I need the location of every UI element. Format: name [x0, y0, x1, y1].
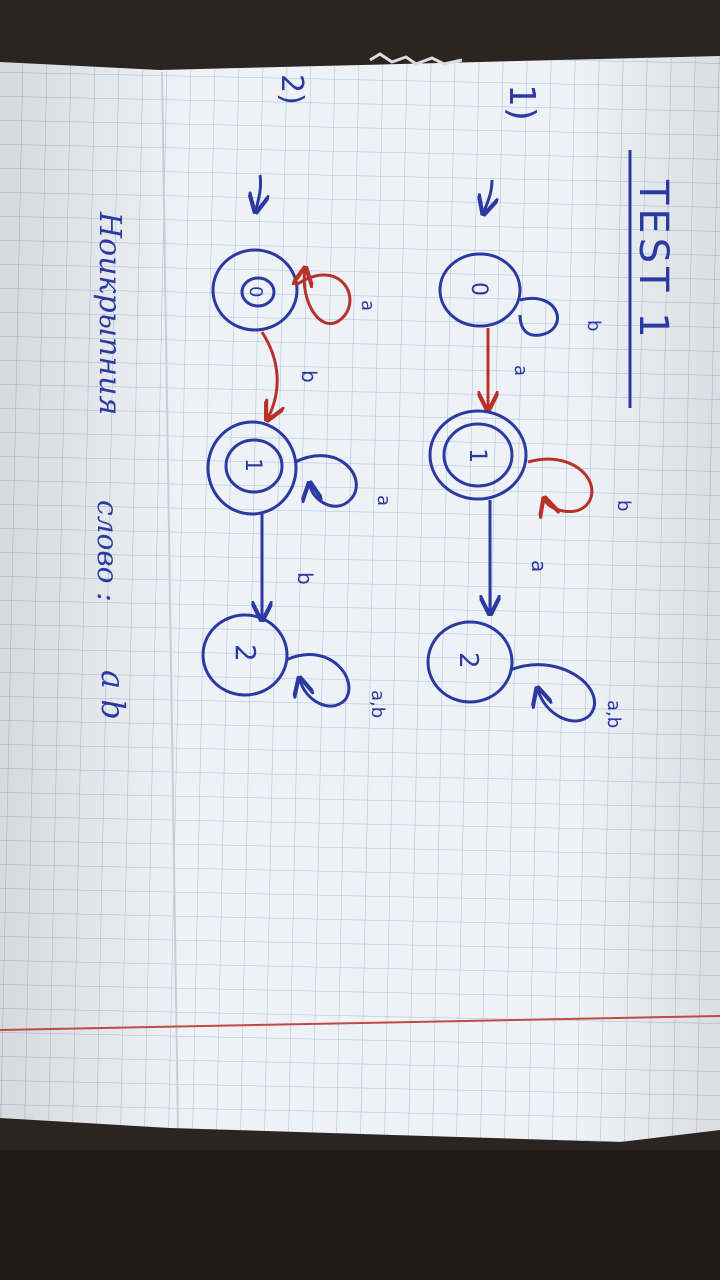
state-label: 1	[240, 458, 265, 472]
state-label: 1	[464, 448, 492, 463]
start-arrow-1	[484, 179, 492, 212]
caption-word-3: a b	[94, 670, 132, 720]
state-node: 2	[426, 620, 514, 704]
edge-label: a	[357, 300, 378, 311]
automaton-2: 0 a b 1 a b 2 a,b	[201, 174, 394, 718]
edge-label: b	[297, 370, 321, 383]
state-label: 2	[229, 644, 262, 662]
loop-edge	[294, 454, 358, 508]
edge-q0-q1	[260, 331, 277, 418]
state-label: 0	[466, 282, 491, 296]
edge-label: b	[583, 320, 604, 331]
start-arrow-2	[256, 174, 261, 210]
edge-label: a,b	[603, 700, 624, 728]
loop-edge	[509, 663, 596, 723]
table-surface-light	[0, 1150, 720, 1280]
state-node-accepting: 1	[206, 420, 298, 516]
margin-line	[0, 1015, 720, 1031]
caption: Ноикрыпния слово : a b	[91, 211, 132, 720]
loop-edge	[285, 653, 351, 708]
state-label: 0	[245, 286, 266, 297]
state-node: 0	[211, 248, 299, 332]
edge-label: a,b	[367, 690, 388, 718]
torn-edge	[369, 52, 463, 66]
automaton-1: 0 b a 1 b a 2 a,b	[426, 179, 634, 728]
header: TEST 1 1) 2)	[274, 74, 676, 408]
loop-edge	[296, 270, 352, 325]
edge-label: b	[293, 572, 317, 585]
edge-label: b	[613, 500, 634, 511]
edge-label: a	[527, 560, 551, 572]
state-label: 2	[453, 652, 483, 669]
edge-label: a	[373, 495, 394, 506]
state-node: 2	[201, 613, 289, 697]
caption-word-2: слово :	[91, 500, 124, 602]
loop-edge	[527, 457, 594, 511]
loop-edge	[518, 296, 559, 337]
section-1-marker: 1)	[501, 84, 542, 121]
paper-sheet	[0, 52, 720, 1142]
section-2-marker: 2)	[274, 74, 309, 105]
page-fold	[161, 71, 179, 1129]
title: TEST 1	[630, 179, 676, 342]
state-node: 0	[438, 252, 522, 328]
caption-word-1: Ноикрыпния	[92, 211, 127, 415]
edge-label: a	[510, 365, 531, 376]
state-node-accepting: 1	[428, 409, 528, 501]
